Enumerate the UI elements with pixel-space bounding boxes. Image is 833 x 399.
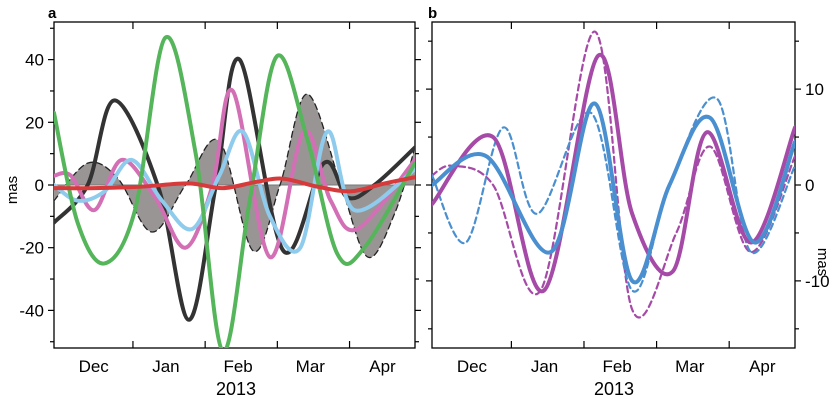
panel-a-xlabel: 2013 — [216, 379, 256, 399]
panel-b-ytick-label: -10 — [805, 272, 830, 291]
panel-b-month-tick-label: Apr — [749, 357, 776, 376]
panel-a-month-tick-label: Apr — [369, 357, 396, 376]
panel-a-month-tick-label: Mar — [296, 357, 326, 376]
panel-b-month-tick-label: Dec — [457, 357, 488, 376]
panel-b-plot-area: Dec Jan Feb Mar Apr -10 0 10 — [426, 21, 830, 376]
panel-a-month-tick-label: Dec — [79, 357, 110, 376]
panel-a-label: a — [48, 5, 57, 22]
panel-a-shaded-area — [54, 94, 415, 258]
panel-a-ytick-label: 0 — [35, 176, 44, 195]
panel-a-series-line-4 — [54, 175, 415, 194]
panel-a: a mas 2013 Dec Jan Feb Mar Apr -40 -20 0 20 40 — [4, 5, 421, 399]
panel-a-series-group — [54, 35, 415, 348]
panel-b-ytick-label: 10 — [805, 80, 824, 99]
panel-b-series-line-3 — [432, 96, 795, 293]
panel-a-ytick-label: 40 — [25, 51, 44, 70]
panel-a-ytick-label: 20 — [25, 113, 44, 132]
panel-a-series-line-3 — [54, 35, 415, 348]
panel-b-month-tick-label: Mar — [675, 357, 705, 376]
panel-b-label: b — [428, 5, 437, 22]
panel-b-xlabel: 2013 — [594, 379, 634, 399]
panel-b-series-group — [432, 30, 795, 319]
panel-a-series-line-1 — [54, 87, 415, 260]
panel-b-series-line-1 — [432, 30, 795, 319]
panel-b-month-tick-label: Jan — [531, 357, 558, 376]
panel-b-month-tick-label: Feb — [602, 357, 631, 376]
panel-a-ylabel: mas — [4, 176, 21, 204]
panel-b-ytick-label: 0 — [805, 176, 814, 195]
panel-a-month-tick-label: Jan — [152, 357, 179, 376]
panel-b-ylabel: mas — [814, 248, 831, 276]
panel-a-month-tick-label: Feb — [223, 357, 252, 376]
panel-b-series-line-2 — [432, 101, 795, 285]
panel-a-series-line-0 — [54, 56, 415, 322]
panel-b: b mas 2013 Dec Jan Feb Mar Apr -10 0 10 — [426, 5, 831, 399]
panel-a-ytick-label: -40 — [19, 301, 44, 320]
panel-a-ytick-label: -20 — [19, 239, 44, 258]
panel-a-plot-area: Dec Jan Feb Mar Apr -40 -20 0 20 40 — [19, 21, 421, 376]
panel-a-series-line-5 — [54, 93, 415, 258]
